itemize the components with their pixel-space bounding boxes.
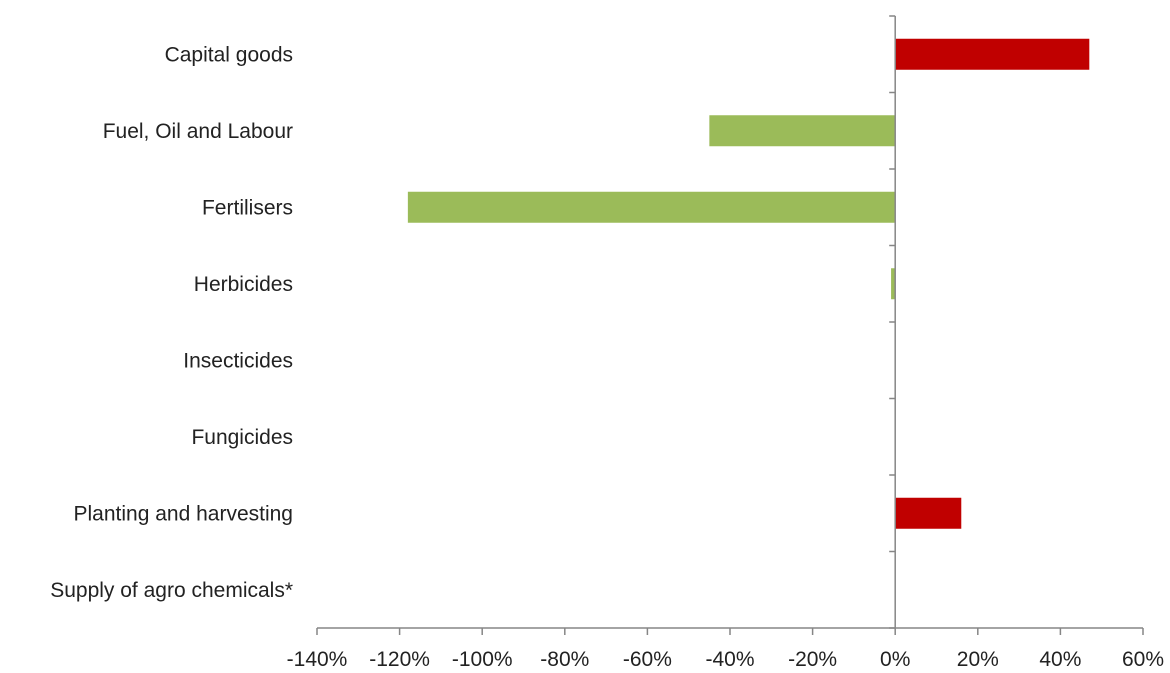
category-label: Insecticides xyxy=(183,349,293,372)
category-labels-group: Capital goods Fuel, Oil and Labour Fertili… xyxy=(50,43,293,602)
bars-group xyxy=(407,38,1090,529)
bar-capital-goods xyxy=(895,38,1090,70)
category-label: Herbicides xyxy=(194,273,293,296)
category-label: Supply of agro chemicals* xyxy=(50,579,293,602)
bar-planting-and-harvesting xyxy=(895,497,962,529)
x-tick-label: 20% xyxy=(957,648,999,671)
x-tick-label: -60% xyxy=(623,648,672,671)
category-label: Fuel, Oil and Labour xyxy=(103,120,293,143)
x-tick-label: -140% xyxy=(287,648,348,671)
x-tick-label: -80% xyxy=(540,648,589,671)
category-label: Capital goods xyxy=(165,43,293,66)
x-tick-label: 0% xyxy=(880,648,910,671)
x-tick-label: 40% xyxy=(1039,648,1081,671)
bar-herbicides xyxy=(891,268,896,300)
bar-fertilisers xyxy=(407,191,896,223)
tick-labels-group: -140% -120% -100% -80% -60% -40% -20% 0% 20% 40% 6… xyxy=(287,648,1164,671)
axes-group xyxy=(316,15,1144,635)
x-tick-label: -20% xyxy=(788,648,837,671)
category-label: Fungicides xyxy=(191,426,293,449)
category-label: Fertilisers xyxy=(202,196,293,219)
x-tick-label: -40% xyxy=(705,648,754,671)
x-tick-label: 60% xyxy=(1122,648,1164,671)
x-tick-label: -120% xyxy=(369,648,430,671)
bar-fuel-oil-and-labour xyxy=(709,115,896,147)
x-tick-label: -100% xyxy=(452,648,513,671)
category-label: Planting and harvesting xyxy=(74,502,294,525)
